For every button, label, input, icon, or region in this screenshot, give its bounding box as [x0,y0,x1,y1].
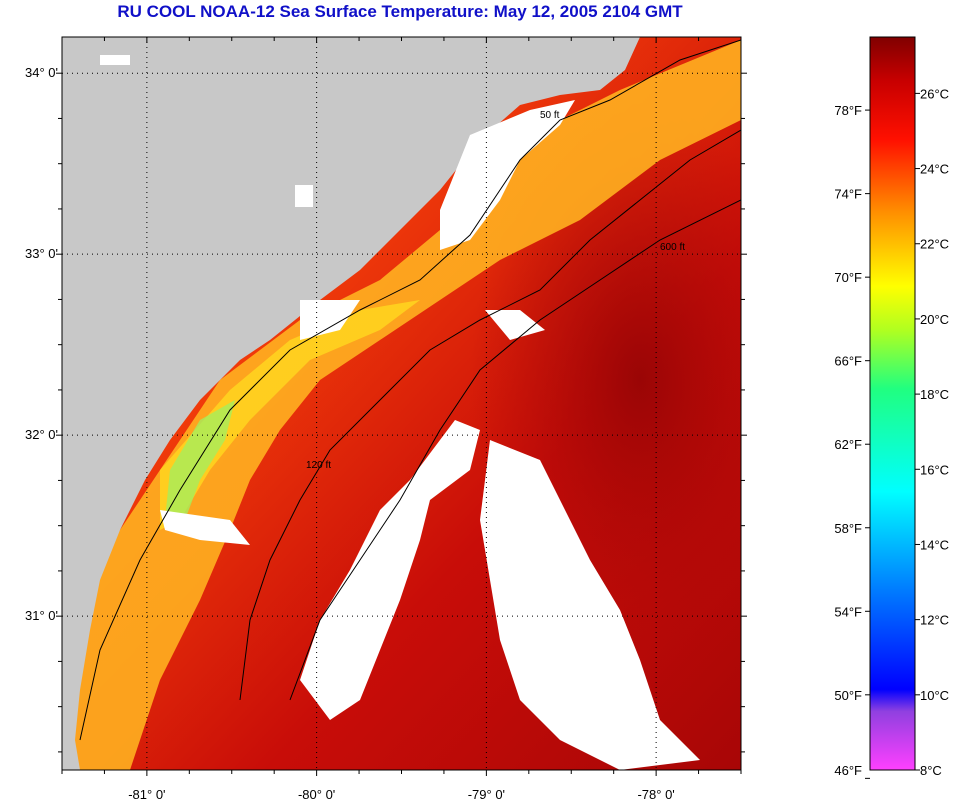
celsius-tick-label: 14°C [920,537,949,552]
fahrenheit-tick-label: 78°F [834,103,862,118]
x-tick-label: -78° 0' [637,787,674,801]
depth-contours [79,39,741,741]
x-tick-label: -80° 0' [298,787,335,801]
x-tick-label: -81° 0' [128,787,165,801]
y-tick-label: 34° 0' [25,65,58,80]
cloud-mask [100,55,700,770]
colorbar [869,36,916,771]
celsius-tick-label: 10°C [920,688,949,703]
land-mass [62,37,640,770]
sst-map [62,37,741,770]
fahrenheit-tick-label: 58°F [834,521,862,536]
celsius-tick-label: 18°C [920,387,949,402]
celsius-tick-label: 22°C [920,237,949,252]
fahrenheit-tick-label: 66°F [834,354,862,369]
contour-600ft [289,199,741,701]
y-tick-label: 33° 0' [25,246,58,261]
y-tick-label: 32° 0' [25,427,58,442]
contour-label-120ft: 120 ft [306,460,331,471]
fahrenheit-tick-label: 70°F [834,270,862,285]
celsius-tick-label: 16°C [920,462,949,477]
fahrenheit-tick-label: 50°F [834,688,862,703]
gridlines [62,37,741,770]
celsius-tick-label: 12°C [920,613,949,628]
x-tick-label: -79° 0' [468,787,505,801]
y-tick-label: 31° 0' [25,608,58,623]
fahrenheit-tick-label: 46°F [834,763,862,778]
celsius-tick-label: 26°C [920,86,949,101]
contour-label-600ft: 600 ft [660,242,685,253]
contour-label-50ft: 50 ft [540,110,560,121]
contour-50ft [79,39,741,741]
axis-ticks: -81° 0' -80° 0' -79° 0' -78° 0' 31° 0' 32° 0'… [25,37,747,801]
celsius-tick-label: 8°C [920,763,942,778]
fahrenheit-tick-label: 62°F [834,437,862,452]
celsius-tick-label: 20°C [920,312,949,327]
colorbar-ticks: 8°C 10°C 12°C 14°C 16°C 18°C 20°C 22°C 24°C 26°C 4… [834,86,949,779]
fahrenheit-tick-label: 54°F [834,604,862,619]
fahrenheit-tick-label: 74°F [834,187,862,202]
nearshore-cool-water [62,40,741,770]
celsius-tick-label: 24°C [920,162,949,177]
contour-120ft [239,129,741,701]
chart-title: RU COOL NOAA-12 Sea Surface Temperature:… [117,2,683,21]
